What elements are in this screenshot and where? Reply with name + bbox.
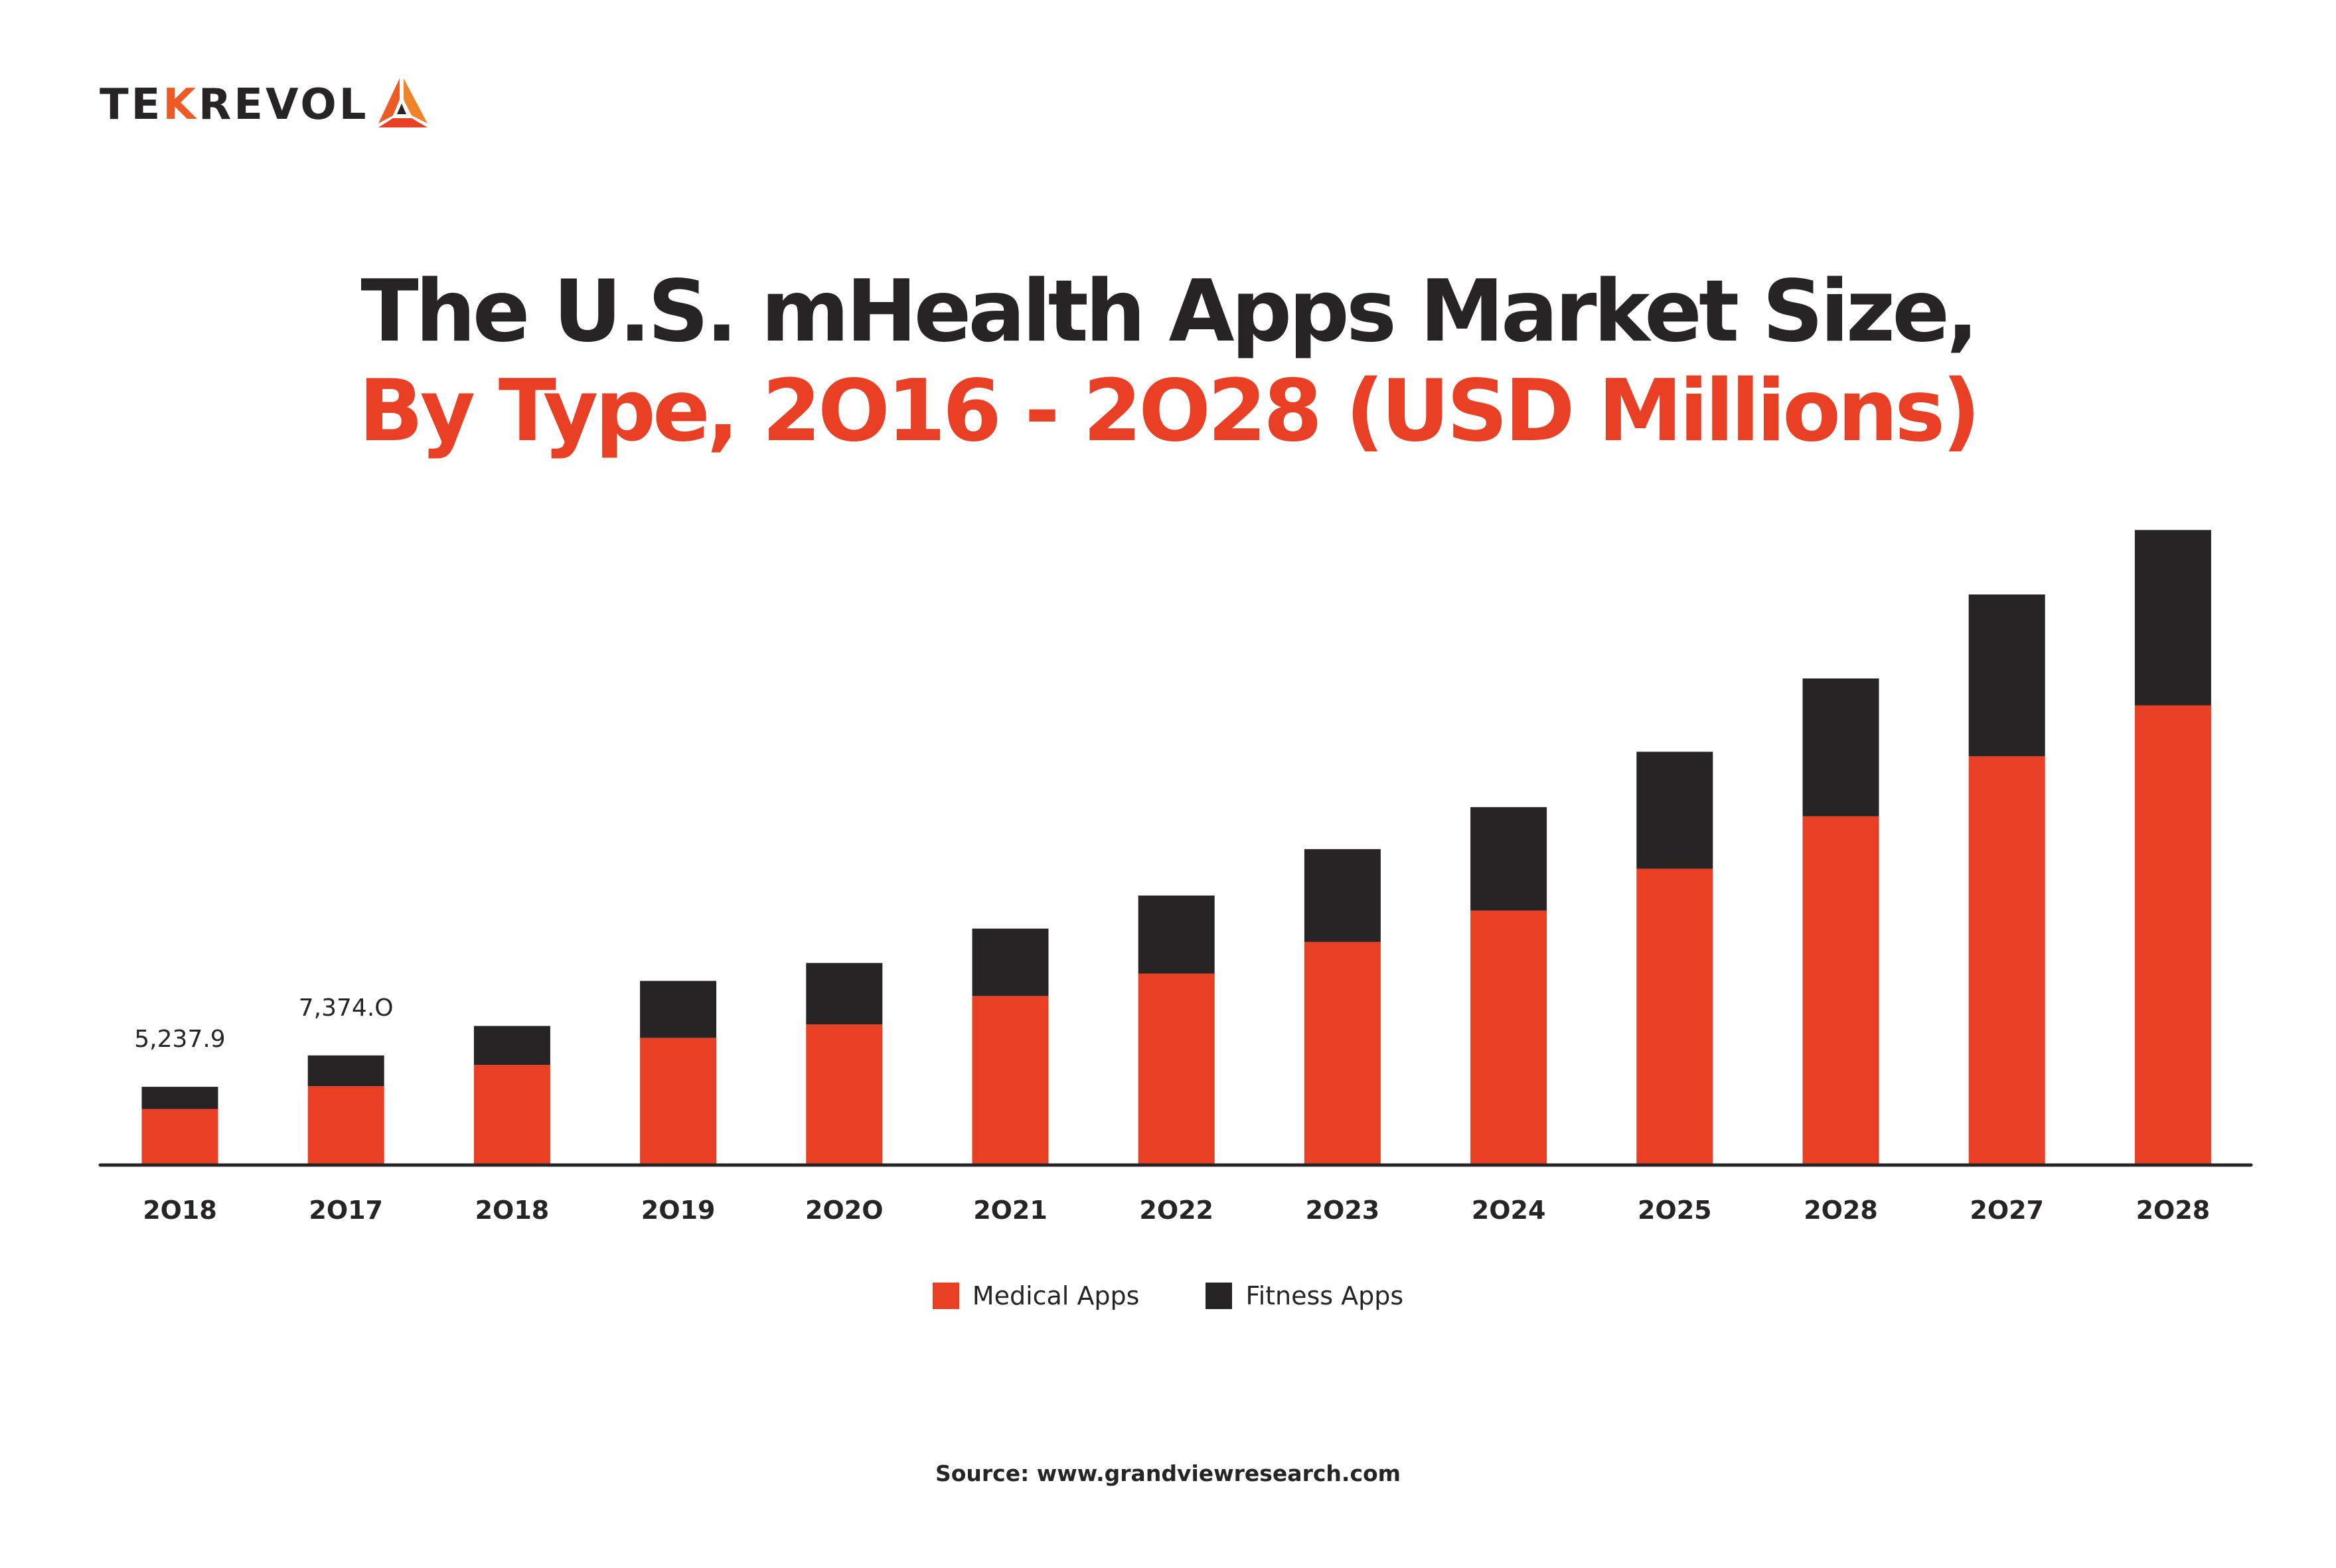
bar-fitness — [1968, 594, 2045, 757]
bar-medical — [1470, 910, 1547, 1164]
chart-title-line2: By Type, 2O16 - 2O28 (USD Millions) — [358, 362, 1981, 461]
bar-fitness — [640, 980, 717, 1038]
legend-swatch-fitness — [1206, 1283, 1233, 1309]
legend-item-medical: Medical Apps — [932, 1281, 1140, 1310]
bar-fitness — [473, 1026, 550, 1065]
x-tick-label: 2O18 — [475, 1196, 550, 1225]
x-tick-label: 2O2O — [805, 1196, 884, 1225]
bar-medical — [307, 1086, 384, 1164]
legend-label-medical: Medical Apps — [972, 1281, 1140, 1310]
x-tick-label: 2O22 — [1139, 1196, 1213, 1225]
x-tick-label: 2O21 — [973, 1196, 1048, 1225]
x-tick-label: 2O18 — [143, 1196, 217, 1225]
bar-medical — [1802, 816, 1879, 1164]
x-tick-label: 2O28 — [1804, 1196, 1878, 1225]
x-tick-label: 2O17 — [309, 1196, 383, 1225]
bar-medical — [1304, 941, 1381, 1164]
bar-fitness — [806, 963, 883, 1025]
bar-fitness — [1138, 896, 1215, 974]
bar-medical — [473, 1065, 550, 1164]
tekrevol-logo: TEKREVOL — [100, 76, 433, 133]
bar-fitness — [1304, 849, 1381, 942]
x-tick-label: 2O27 — [1970, 1196, 2044, 1225]
x-tick-label: 2O23 — [1306, 1196, 1380, 1225]
data-label: 7,374.O — [299, 994, 394, 1022]
legend-swatch-medical — [932, 1283, 959, 1309]
bar-fitness — [1802, 678, 1879, 817]
x-tick-label: 2O19 — [641, 1196, 716, 1225]
logo-triangle-icon — [378, 78, 428, 127]
bar-fitness — [1470, 807, 1547, 911]
bar-medical — [141, 1109, 218, 1164]
bar-fitness — [2134, 530, 2211, 706]
data-label: 5,237.9 — [134, 1026, 225, 1053]
x-tick-label: 2O25 — [1638, 1196, 1712, 1225]
x-tick-label: 2O24 — [1472, 1196, 1546, 1225]
bar-fitness — [1636, 751, 1713, 869]
x-tick-label: 2O28 — [2136, 1196, 2211, 1225]
bar-fitness — [141, 1087, 218, 1109]
legend-item-fitness: Fitness Apps — [1206, 1281, 1403, 1310]
legend: Medical Apps Fitness Apps — [0, 1281, 2336, 1310]
bar-medical — [1636, 868, 1713, 1164]
bar-medical — [2134, 705, 2211, 1164]
bar-medical — [1138, 973, 1215, 1164]
bar-medical — [806, 1024, 883, 1164]
source-note: Source: www.grandviewresearch.com — [935, 1460, 1401, 1486]
bar-fitness — [307, 1055, 384, 1087]
bar-medical — [972, 996, 1049, 1164]
chart-title-line1: The U.S. mHealth Apps Market Size, — [360, 262, 1978, 361]
legend-label-fitness: Fitness Apps — [1245, 1281, 1404, 1310]
bar-medical — [1968, 756, 2045, 1164]
bar-medical — [640, 1038, 717, 1164]
bar-fitness — [972, 928, 1049, 996]
